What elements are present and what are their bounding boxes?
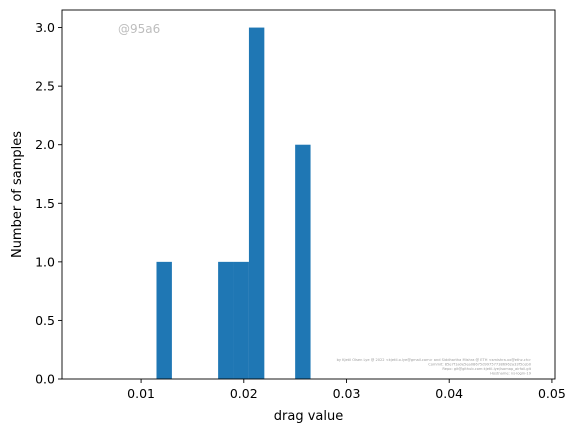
y-axis-ticks: 0.0 0.5 1.0 1.5 2.0 2.5 3.0 — [35, 20, 62, 387]
x-tick-label: 0.03 — [333, 386, 361, 401]
x-tick-label: 0.01 — [127, 386, 155, 401]
credit-line: by Kjetil Olsen Lye @ 2022 <kjetil.o.lye… — [337, 358, 531, 362]
x-tick-label: 0.02 — [230, 386, 258, 401]
x-axis-label: drag value — [274, 409, 343, 424]
x-axis-ticks: 0.01 0.02 0.03 0.04 0.05 — [127, 379, 566, 401]
y-tick-label: 1.0 — [35, 254, 55, 269]
y-tick-label: 2.0 — [35, 137, 55, 152]
credit-text: by Kjetil Olsen Lye @ 2022 <kjetil.o.lye… — [337, 358, 532, 376]
histogram-bar — [233, 261, 249, 379]
y-tick-label: 3.0 — [35, 20, 55, 35]
histogram-bar — [218, 261, 234, 379]
y-tick-label: 2.5 — [35, 79, 55, 94]
watermark-text: @95a6 — [118, 22, 160, 36]
bars-layer — [156, 27, 311, 379]
credit-line: Commit: 85e7f1a0e5ea08675d997577386962a3… — [428, 363, 531, 367]
y-tick-label: 0.0 — [35, 372, 55, 387]
y-tick-label: 1.5 — [35, 196, 55, 211]
histogram-bar — [156, 261, 172, 379]
x-tick-label: 0.05 — [538, 386, 566, 401]
histogram-bar — [248, 27, 265, 379]
credit-line: Hostname: ns-login-19 — [490, 372, 532, 376]
credit-line: Repo: git@github.com:kjetil-lye/isomap_a… — [442, 367, 531, 371]
histogram-bar — [295, 144, 311, 379]
plot-frame — [61, 9, 556, 380]
y-tick-label: 0.5 — [35, 313, 55, 328]
y-axis-label: Number of samples — [10, 131, 25, 258]
x-tick-label: 0.04 — [435, 386, 463, 401]
